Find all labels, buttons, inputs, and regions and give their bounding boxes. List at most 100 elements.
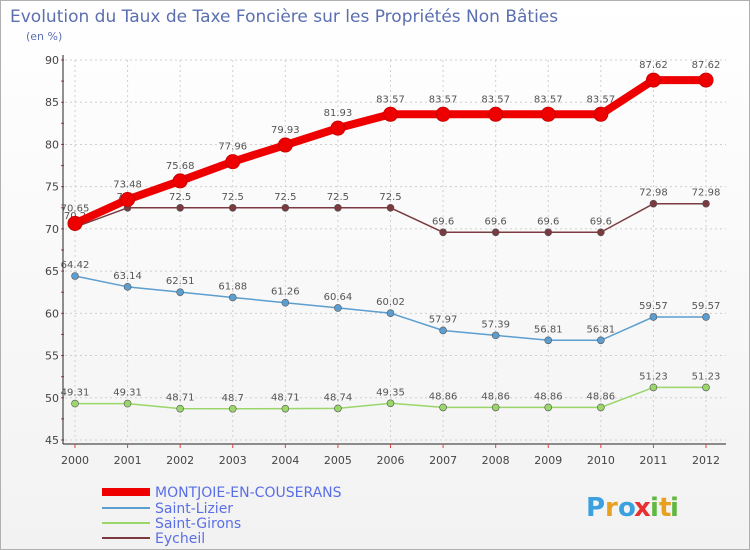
data-point-eycheil bbox=[281, 203, 290, 212]
data-label-eycheil: 72.5 bbox=[274, 192, 296, 203]
data-point-saint-girons bbox=[386, 399, 395, 408]
logo-letter: t bbox=[659, 493, 671, 523]
data-point-montjoie bbox=[540, 106, 556, 122]
data-label-saint-lizier: 59.57 bbox=[692, 301, 721, 312]
x-tick-label: 2003 bbox=[219, 454, 247, 467]
x-tick-label: 2007 bbox=[429, 454, 457, 467]
data-label-saint-girons: 51.23 bbox=[692, 371, 721, 382]
data-label-saint-girons: 49.35 bbox=[376, 387, 405, 398]
y-tick-label: 90 bbox=[45, 54, 59, 67]
y-tick-label: 80 bbox=[45, 138, 59, 151]
logo-letter: r bbox=[605, 493, 618, 523]
data-label-saint-lizier: 61.26 bbox=[271, 287, 300, 298]
data-point-saint-lizier bbox=[228, 293, 237, 302]
data-point-saint-girons bbox=[597, 403, 605, 412]
data-label-montjoie: 87.62 bbox=[639, 60, 668, 71]
data-label-eycheil: 72.98 bbox=[692, 188, 721, 199]
data-point-montjoie bbox=[593, 106, 609, 122]
x-tick-label: 2010 bbox=[587, 454, 615, 467]
data-point-montjoie bbox=[330, 120, 346, 136]
data-point-saint-girons bbox=[649, 383, 658, 392]
data-label-montjoie: 79.93 bbox=[271, 125, 300, 136]
data-point-eycheil bbox=[649, 199, 658, 208]
data-point-montjoie bbox=[67, 215, 83, 231]
data-label-saint-lizier: 61.88 bbox=[218, 281, 247, 292]
data-label-montjoie: 81.93 bbox=[324, 108, 353, 119]
data-label-saint-girons: 48.86 bbox=[429, 391, 458, 402]
data-point-saint-lizier bbox=[71, 272, 79, 280]
data-point-montjoie bbox=[277, 137, 293, 153]
data-point-eycheil bbox=[544, 228, 553, 237]
data-label-saint-lizier: 59.57 bbox=[639, 301, 668, 312]
data-point-eycheil bbox=[228, 203, 237, 212]
data-label-montjoie: 75.68 bbox=[166, 161, 195, 172]
data-point-eycheil bbox=[702, 199, 710, 208]
series-saint-girons: 49.31 49.31 48.71 48.7 48.71 48.74 49.35 48.86 4… bbox=[61, 371, 721, 413]
data-label-saint-girons: 48.86 bbox=[481, 391, 510, 402]
x-tick-label: 2001 bbox=[114, 454, 142, 467]
logo-letter: o bbox=[618, 493, 636, 523]
data-label-montjoie: 83.57 bbox=[481, 94, 510, 105]
data-label-eycheil: 72.5 bbox=[327, 192, 349, 203]
legend-label-montjoie: MONTJOIE-EN-COUSERANS bbox=[155, 485, 342, 501]
data-label-eycheil: 72.5 bbox=[222, 192, 244, 203]
legend-label-saint-girons: Saint-Girons bbox=[155, 516, 241, 532]
y-tick-label: 45 bbox=[45, 434, 59, 447]
logo-letter: i bbox=[650, 493, 659, 523]
x-tick-label: 2005 bbox=[324, 454, 352, 467]
data-point-montjoie bbox=[645, 72, 661, 88]
data-point-montjoie bbox=[172, 173, 188, 189]
data-label-montjoie: 83.57 bbox=[534, 94, 563, 105]
data-label-saint-girons: 48.74 bbox=[324, 392, 353, 403]
y-tick-label: 75 bbox=[45, 181, 59, 194]
data-label-saint-girons: 48.71 bbox=[271, 393, 300, 404]
data-label-saint-girons: 48.7 bbox=[222, 393, 244, 404]
y-axis-unit: (en %) bbox=[26, 30, 62, 43]
y-tick-label: 50 bbox=[45, 392, 59, 405]
data-label-eycheil: 72.5 bbox=[379, 192, 401, 203]
data-label-eycheil: 72.5 bbox=[169, 192, 191, 203]
chart-title: Evolution du Taux de Taxe Foncière sur l… bbox=[10, 7, 558, 27]
data-point-saint-girons bbox=[334, 404, 342, 413]
data-point-montjoie bbox=[225, 154, 241, 170]
data-label-saint-lizier: 56.81 bbox=[534, 324, 563, 335]
data-label-saint-lizier: 64.42 bbox=[61, 260, 90, 271]
data-point-saint-girons bbox=[281, 404, 290, 413]
data-point-saint-lizier bbox=[649, 313, 658, 321]
data-point-eycheil bbox=[386, 203, 395, 212]
legend-label-saint-lizier: Saint-Lizier bbox=[155, 501, 233, 517]
data-point-saint-girons bbox=[702, 383, 710, 392]
data-point-eycheil bbox=[176, 203, 184, 212]
data-label-eycheil: 69.6 bbox=[590, 216, 612, 227]
data-label-saint-lizier: 60.02 bbox=[376, 297, 405, 308]
x-tick-label: 2012 bbox=[692, 454, 720, 467]
x-tick-label: 2006 bbox=[377, 454, 405, 467]
data-point-saint-girons bbox=[71, 399, 79, 408]
y-tick-label: 65 bbox=[45, 265, 59, 278]
data-label-montjoie: 87.62 bbox=[692, 60, 721, 71]
series-group: 70.272.572.572.572.572.572.569.669.669.6… bbox=[61, 60, 721, 413]
series-montjoie: 70.65 73.48 75.68 77.96 79.93 81.93 83.57 83.57… bbox=[61, 60, 721, 231]
x-tick-label: 2002 bbox=[166, 454, 194, 467]
legend: MONTJOIE-EN-COUSERANSSaint-LizierSaint-G… bbox=[102, 485, 342, 547]
x-tick-label: 2009 bbox=[534, 454, 562, 467]
data-label-saint-lizier: 56.81 bbox=[587, 324, 616, 335]
data-point-saint-lizier bbox=[281, 298, 290, 307]
data-point-saint-girons bbox=[176, 404, 184, 413]
data-label-saint-lizier: 57.97 bbox=[429, 314, 458, 325]
data-point-saint-lizier bbox=[334, 304, 342, 312]
data-point-montjoie bbox=[435, 106, 451, 122]
data-label-saint-girons: 48.71 bbox=[166, 393, 195, 404]
data-label-saint-girons: 48.86 bbox=[587, 391, 616, 402]
data-point-eycheil bbox=[439, 228, 447, 237]
data-point-saint-girons bbox=[228, 404, 237, 413]
x-tick-label: 2000 bbox=[61, 454, 89, 467]
data-point-saint-lizier bbox=[702, 313, 710, 321]
data-point-montjoie bbox=[488, 106, 504, 122]
data-label-montjoie: 83.57 bbox=[429, 94, 458, 105]
data-point-saint-girons bbox=[439, 403, 447, 412]
data-point-saint-lizier bbox=[597, 336, 605, 345]
y-tick-label: 55 bbox=[45, 350, 59, 363]
logo-letter: x bbox=[634, 493, 651, 523]
